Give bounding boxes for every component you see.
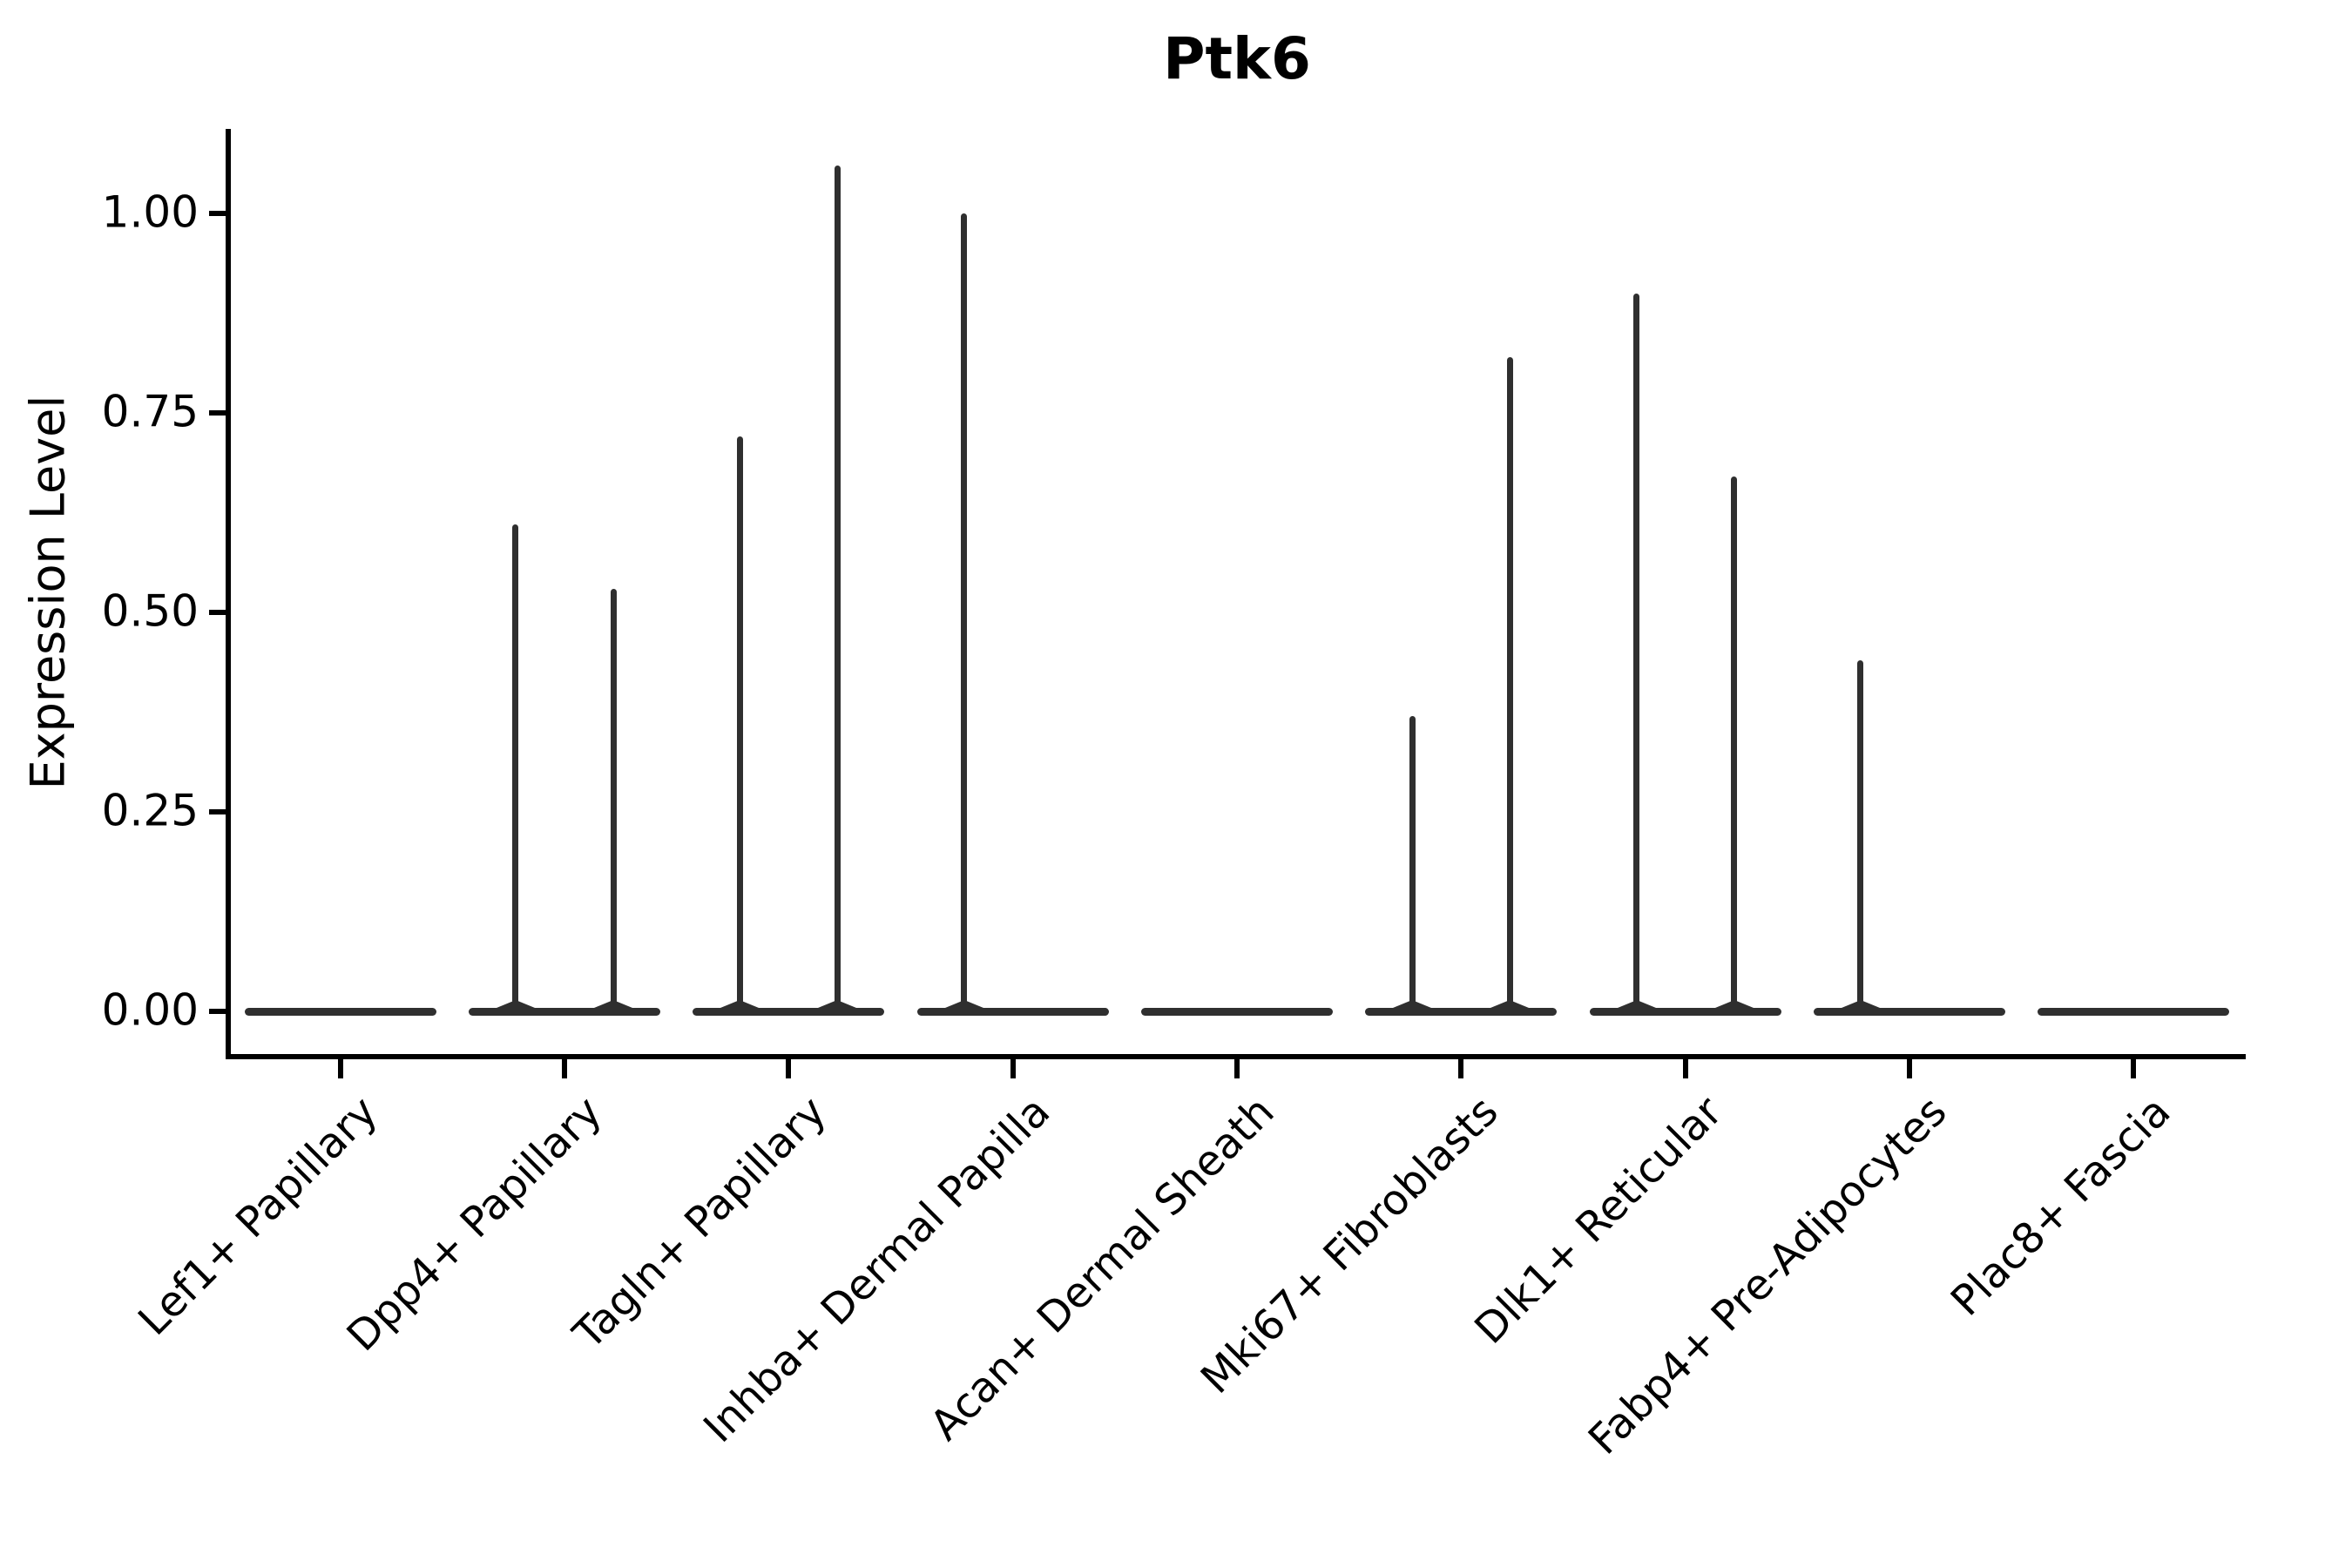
violin-body (1589, 1007, 1781, 1016)
violin-spike-base-flare (818, 999, 857, 1008)
violin-spike-base-flare (594, 999, 633, 1008)
x-tick-label: Plac8+ Fascia (1942, 1087, 2180, 1326)
violin-body (1814, 1007, 2005, 1016)
violin-spike-base-flare (1490, 999, 1530, 1008)
y-tick-label: 0.25 (101, 785, 199, 836)
violin-spike (1633, 293, 1640, 1015)
violin-spike (1409, 716, 1416, 1015)
violin-spike (1857, 659, 1864, 1015)
violin-body (244, 1007, 436, 1016)
violin-spike-base-flare (1841, 999, 1880, 1008)
y-tick-mark (209, 211, 228, 216)
violin-body (1365, 1007, 1558, 1016)
x-tick-mark (1682, 1059, 1688, 1078)
x-tick-mark (1010, 1059, 1016, 1078)
y-tick-label: 0.00 (101, 984, 199, 1036)
violin-spike (736, 436, 743, 1015)
violin-spike-base-flare (720, 999, 760, 1008)
x-axis-spine (226, 1054, 2246, 1059)
y-tick-mark (209, 410, 228, 416)
y-axis-spine (226, 129, 231, 1059)
violin-spike (512, 524, 519, 1015)
violin-body (2038, 1007, 2230, 1016)
y-tick-mark (209, 809, 228, 814)
violin-body (469, 1007, 660, 1016)
violin-spike-base-flare (944, 999, 983, 1008)
y-tick-label: 0.75 (101, 386, 199, 437)
violin-spike (610, 588, 617, 1015)
y-tick-label: 0.50 (101, 585, 199, 637)
x-tick-mark (562, 1059, 567, 1078)
violin-spike (961, 213, 968, 1015)
y-axis-label: Expression Level (20, 395, 76, 790)
y-tick-label: 1.00 (101, 186, 199, 238)
violin-spike-base-flare (1617, 999, 1656, 1008)
y-tick-mark (209, 610, 228, 615)
violin-spike-base-flare (1393, 999, 1432, 1008)
x-tick-mark (337, 1059, 343, 1078)
x-tick-label: Fabp4+ Pre-Adipocytes (1578, 1087, 1957, 1464)
x-tick-mark (1907, 1059, 1912, 1078)
x-tick-label: Lef1+ Papillary (129, 1087, 388, 1345)
violin-body (693, 1007, 885, 1016)
x-tick-label: Dlk1+ Reticular (1465, 1087, 1733, 1354)
x-tick-mark (1458, 1059, 1464, 1078)
violin-spike-base-flare (496, 999, 535, 1008)
x-tick-mark (786, 1059, 792, 1078)
x-tick-mark (1234, 1059, 1240, 1078)
x-tick-mark (2131, 1059, 2137, 1078)
violin-body (916, 1007, 1109, 1016)
violin-spike (1506, 356, 1513, 1015)
violin-spike (1731, 476, 1738, 1015)
violin-body (1141, 1007, 1333, 1016)
y-tick-mark (209, 1009, 228, 1014)
violin-spike-base-flare (1714, 999, 1754, 1008)
chart-title: Ptk6 (1163, 25, 1311, 92)
violin-spike (834, 166, 841, 1015)
